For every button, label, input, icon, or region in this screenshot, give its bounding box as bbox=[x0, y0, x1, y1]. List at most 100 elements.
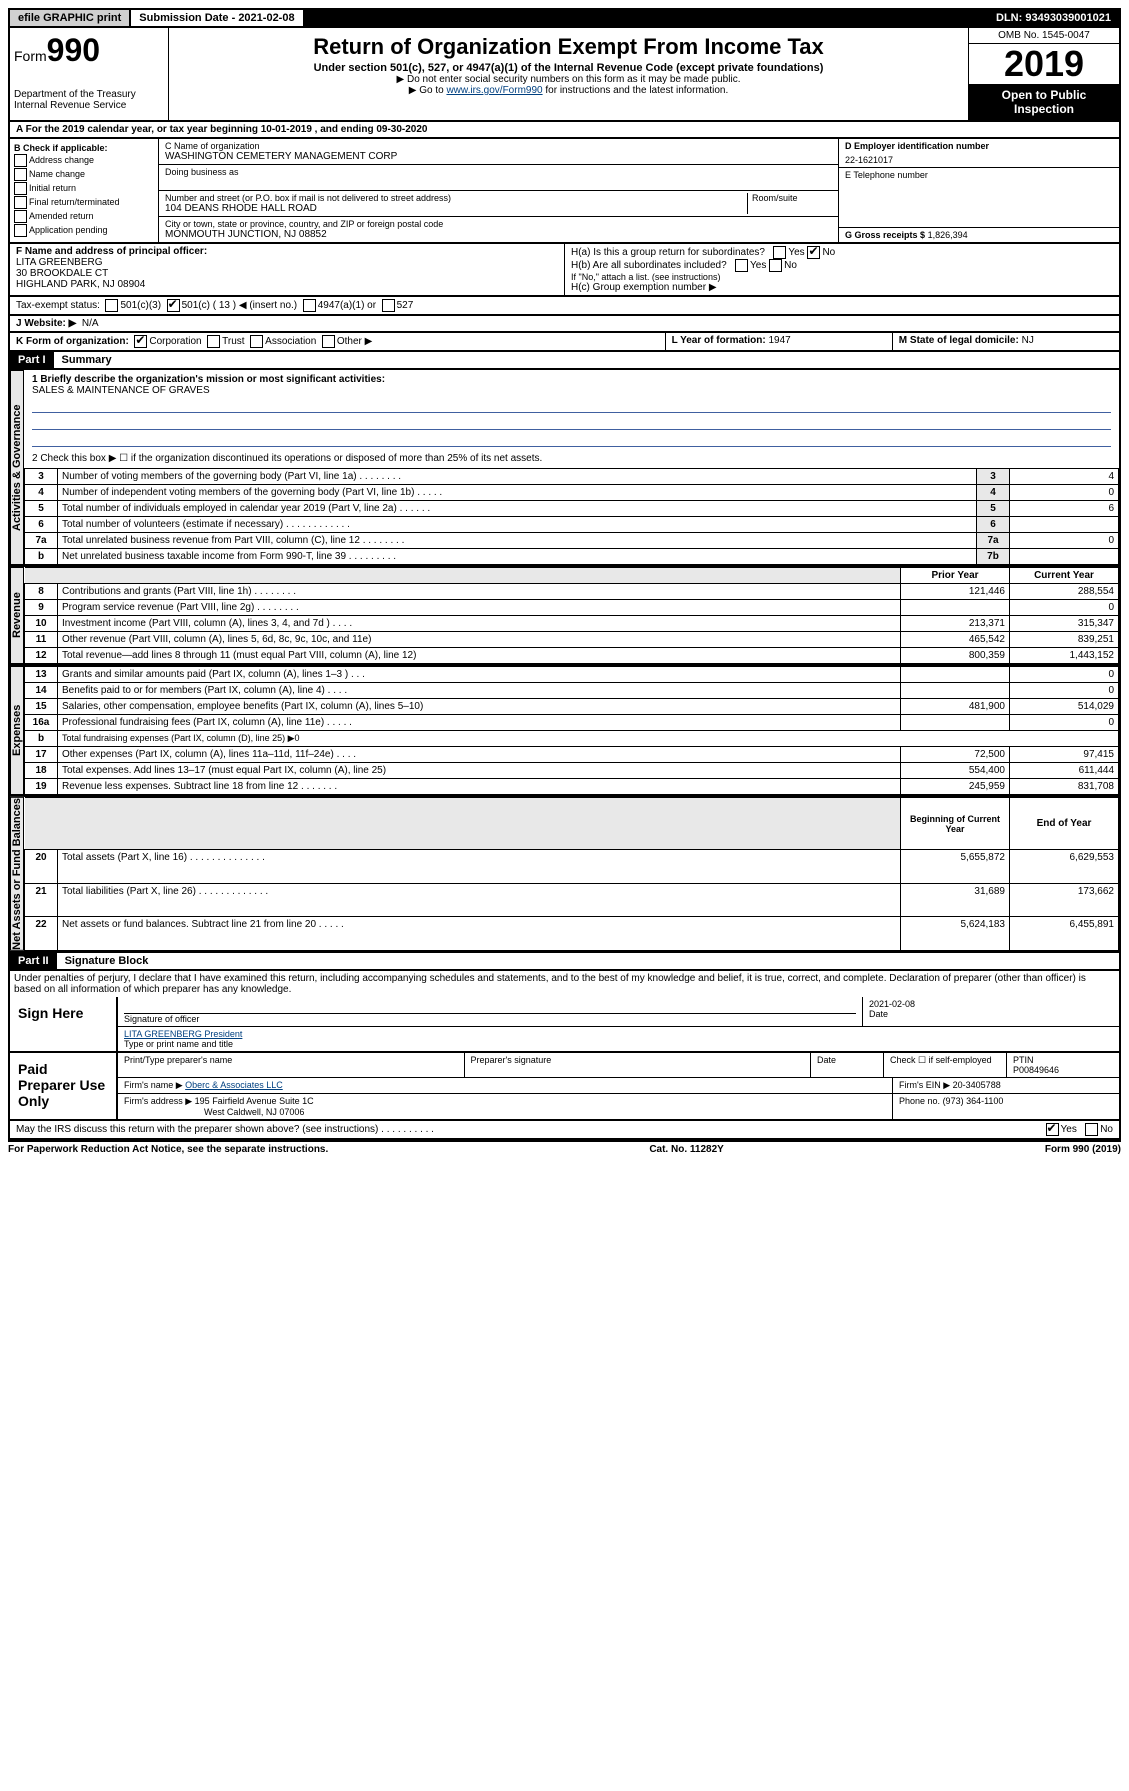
q2-label: 2 Check this box ▶ ☐ if the organization… bbox=[32, 453, 1111, 464]
table-row: 9Program service revenue (Part VIII, lin… bbox=[25, 600, 1119, 616]
chk-association[interactable] bbox=[250, 335, 263, 348]
table-row: 7aTotal unrelated business revenue from … bbox=[25, 533, 1119, 549]
chk-501c3[interactable] bbox=[105, 299, 118, 312]
chk-application-pending[interactable]: Application pending bbox=[14, 224, 154, 237]
firm-ein: 20-3405788 bbox=[953, 1080, 1001, 1090]
org-name: WASHINGTON CEMETERY MANAGEMENT CORP bbox=[165, 151, 832, 162]
table-row: 13Grants and similar amounts paid (Part … bbox=[25, 667, 1119, 683]
sig-officer-label: Signature of officer bbox=[124, 1014, 856, 1024]
ein-label: D Employer identification number bbox=[845, 141, 1113, 151]
hb-yes[interactable] bbox=[735, 259, 748, 272]
chk-trust[interactable] bbox=[207, 335, 220, 348]
hb-no[interactable] bbox=[769, 259, 782, 272]
ha-yes[interactable] bbox=[773, 246, 786, 259]
box-k: K Form of organization: Corporation Trus… bbox=[10, 333, 666, 350]
state-domicile: NJ bbox=[1022, 335, 1034, 346]
chk-amended[interactable]: Amended return bbox=[14, 210, 154, 223]
form-title-box: Return of Organization Exempt From Incom… bbox=[169, 28, 968, 120]
revenue-table: Prior YearCurrent Year8Contributions and… bbox=[24, 567, 1119, 664]
table-row: 8Contributions and grants (Part VIII, li… bbox=[25, 584, 1119, 600]
chk-corporation[interactable] bbox=[134, 335, 147, 348]
chk-4947[interactable] bbox=[303, 299, 316, 312]
table-row: 12Total revenue—add lines 8 through 11 (… bbox=[25, 648, 1119, 664]
table-row: 16aProfessional fundraising fees (Part I… bbox=[25, 715, 1119, 731]
h-c: H(c) Group exemption number ▶ bbox=[571, 282, 1113, 293]
governance-grid: Activities & Governance 1 Briefly descri… bbox=[8, 370, 1121, 567]
year-box: OMB No. 1545-0047 2019 Open to Public In… bbox=[968, 28, 1119, 120]
chk-initial-return[interactable]: Initial return bbox=[14, 182, 154, 195]
table-row: 14Benefits paid to or for members (Part … bbox=[25, 683, 1119, 699]
city-label: City or town, state or province, country… bbox=[165, 219, 832, 229]
table-row: 6Total number of volunteers (estimate if… bbox=[25, 517, 1119, 533]
officer-print-name[interactable]: LITA GREENBERG President bbox=[124, 1029, 1113, 1039]
sig-date-label: Date bbox=[869, 1009, 1113, 1019]
ha-no[interactable] bbox=[807, 246, 820, 259]
discuss-yes[interactable] bbox=[1046, 1123, 1059, 1136]
chk-other[interactable] bbox=[322, 335, 335, 348]
netassets-grid: Net Assets or Fund Balances Beginning of… bbox=[8, 797, 1121, 953]
box-l: L Year of formation: 1947 bbox=[666, 333, 893, 350]
org-name-label: C Name of organization bbox=[165, 141, 832, 151]
form-title: Return of Organization Exempt From Incom… bbox=[173, 34, 964, 60]
website-label: J Website: ▶ bbox=[16, 318, 76, 329]
chk-address-change[interactable]: Address change bbox=[14, 154, 154, 167]
chk-final-return[interactable]: Final return/terminated bbox=[14, 196, 154, 209]
table-row: 21Total liabilities (Part X, line 26) . … bbox=[25, 883, 1119, 916]
prep-sig-label: Preparer's signature bbox=[464, 1053, 811, 1078]
table-row: 20Total assets (Part X, line 16) . . . .… bbox=[25, 850, 1119, 883]
chk-501c[interactable] bbox=[167, 299, 180, 312]
part2-header: Part II bbox=[10, 953, 57, 969]
side-netassets: Net Assets or Fund Balances bbox=[10, 797, 24, 951]
print-name-label: Type or print name and title bbox=[124, 1039, 1113, 1049]
mission-block: 1 Briefly describe the organization's mi… bbox=[24, 370, 1119, 468]
box-c: C Name of organization WASHINGTON CEMETE… bbox=[159, 139, 838, 242]
tax-exempt-row: Tax-exempt status: 501(c)(3) 501(c) ( 13… bbox=[8, 297, 1121, 316]
firm-addr1: 195 Fairfield Avenue Suite 1C bbox=[195, 1096, 314, 1106]
table-row: 17Other expenses (Part IX, column (A), l… bbox=[25, 747, 1119, 763]
ptin-label: PTIN bbox=[1013, 1055, 1113, 1065]
year-formation: 1947 bbox=[768, 335, 790, 346]
footer-right: Form 990 (2019) bbox=[1045, 1144, 1121, 1155]
addr-label: Number and street (or P.O. box if mail i… bbox=[165, 193, 747, 203]
instructions-link[interactable]: www.irs.gov/Form990 bbox=[446, 85, 542, 96]
form-number: 990 bbox=[47, 32, 100, 68]
firm-name[interactable]: Oberc & Associates LLC bbox=[185, 1080, 283, 1090]
dba-label: Doing business as bbox=[165, 167, 832, 177]
table-row: 15Salaries, other compensation, employee… bbox=[25, 699, 1119, 715]
chk-527[interactable] bbox=[382, 299, 395, 312]
tax-status-label: Tax-exempt status: bbox=[16, 300, 100, 311]
city-state-zip: MONMOUTH JUNCTION, NJ 08852 bbox=[165, 229, 832, 240]
part2: Part II Signature Block bbox=[8, 953, 1121, 971]
dept-irs: Internal Revenue Service bbox=[14, 100, 164, 111]
footer-mid: Cat. No. 11282Y bbox=[649, 1144, 723, 1155]
firm-ein-label: Firm's EIN ▶ bbox=[899, 1080, 950, 1090]
page-footer: For Paperwork Reduction Act Notice, see … bbox=[8, 1140, 1121, 1155]
top-bar: efile GRAPHIC print Submission Date - 20… bbox=[8, 8, 1121, 28]
table-row: 11Other revenue (Part VIII, column (A), … bbox=[25, 632, 1119, 648]
klm-row: K Form of organization: Corporation Trus… bbox=[8, 333, 1121, 352]
prep-selfemp: Check ☐ if self-employed bbox=[883, 1053, 1006, 1078]
chk-name-change[interactable]: Name change bbox=[14, 168, 154, 181]
firm-addr2: West Caldwell, NJ 07006 bbox=[204, 1107, 304, 1117]
box-d-e-g: D Employer identification number 22-1621… bbox=[838, 139, 1119, 242]
officer-addr1: 30 BROOKDALE CT bbox=[16, 268, 558, 279]
h-note: If "No," attach a list. (see instruction… bbox=[571, 272, 1113, 282]
prep-date-label: Date bbox=[810, 1053, 883, 1078]
efile-label[interactable]: efile GRAPHIC print bbox=[10, 10, 131, 26]
part1-title: Summary bbox=[54, 352, 120, 368]
dept-treasury: Department of the Treasury bbox=[14, 89, 164, 100]
discuss-no[interactable] bbox=[1085, 1123, 1098, 1136]
website-row: J Website: ▶ N/A bbox=[8, 316, 1121, 333]
h-b: H(b) Are all subordinates included? Yes … bbox=[571, 259, 1113, 272]
form-note2: ▶ Go to www.irs.gov/Form990 for instruct… bbox=[173, 85, 964, 96]
officer-label: F Name and address of principal officer: bbox=[16, 246, 558, 257]
governance-table: 3Number of voting members of the governi… bbox=[24, 468, 1119, 565]
box-b: B Check if applicable: Address change Na… bbox=[10, 139, 159, 242]
form-id-box: Form990 Department of the Treasury Inter… bbox=[10, 28, 169, 120]
dln: DLN: 93493039001021 bbox=[988, 10, 1119, 26]
identity-section: B Check if applicable: Address change Na… bbox=[8, 139, 1121, 244]
table-row: 18Total expenses. Add lines 13–17 (must … bbox=[25, 763, 1119, 779]
part2-title: Signature Block bbox=[57, 953, 157, 969]
sign-here-block: Sign Here Signature of officer 2021-02-0… bbox=[8, 997, 1121, 1053]
mission-text: SALES & MAINTENANCE OF GRAVES bbox=[32, 385, 1111, 396]
